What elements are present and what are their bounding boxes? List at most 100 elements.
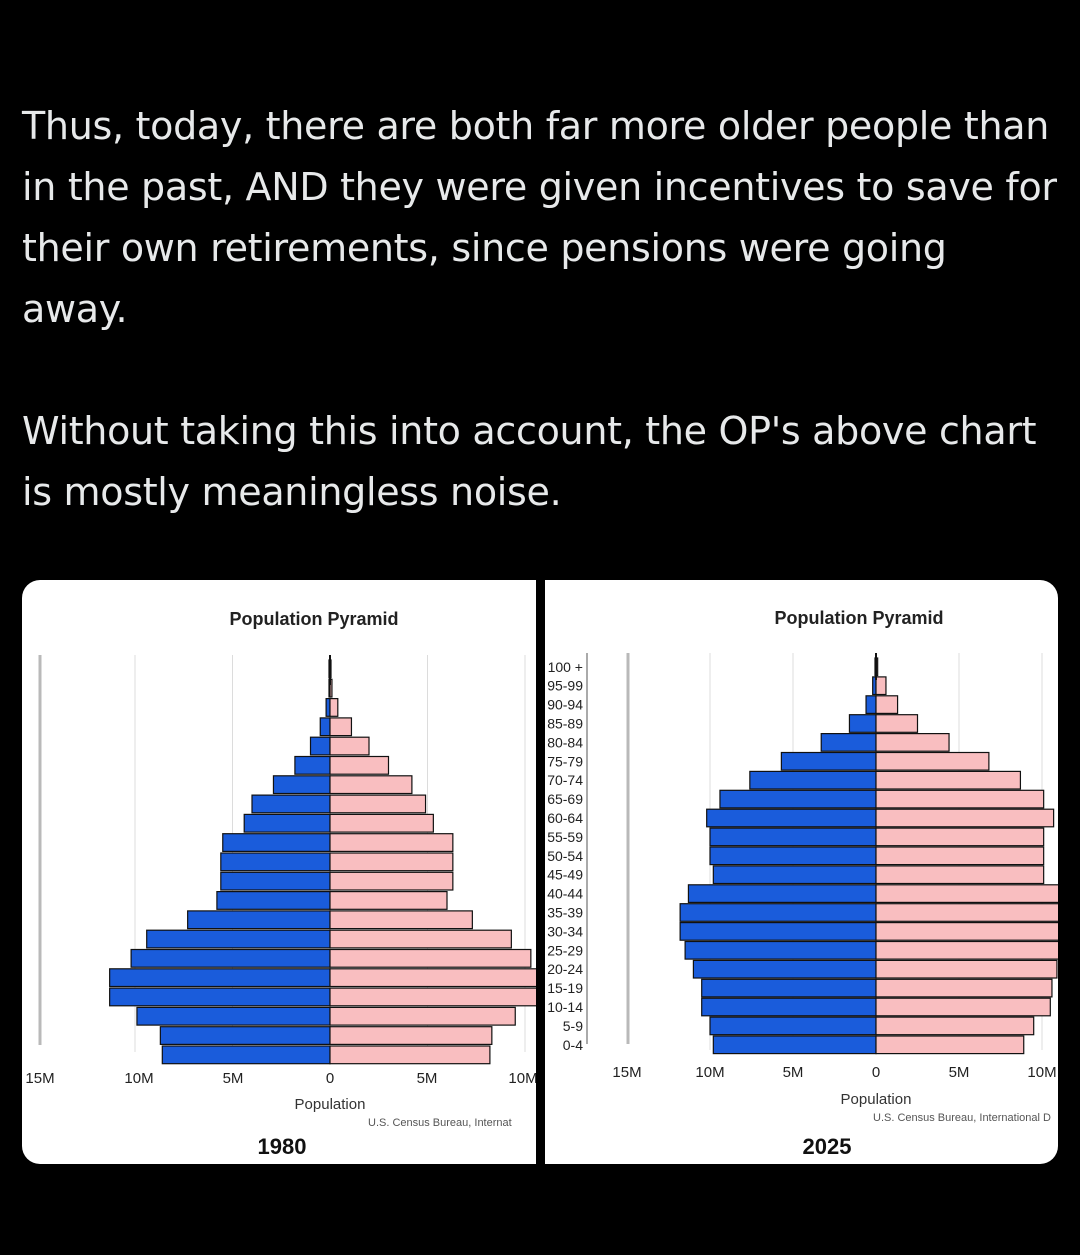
male-bar-35-39-2025 — [679, 903, 877, 922]
male-bar-55-59-1980 — [222, 833, 331, 852]
male-bar-5-9-2025 — [709, 1016, 877, 1036]
source-label: U.S. Census Bureau, International D — [873, 1112, 1051, 1124]
female-bar-15-19-2025 — [875, 978, 1053, 998]
x-axis-title: Population — [295, 1096, 366, 1113]
female-bar-90-94-1980 — [329, 697, 339, 717]
age-group-label: 25-29 — [547, 942, 583, 958]
female-bar-60-64-1980 — [329, 813, 434, 833]
x-tick-label: 10M — [1027, 1064, 1056, 1081]
post-paragraph-1: Thus, today, there are both far more old… — [22, 104, 1057, 331]
male-bar-40-44-1980 — [216, 891, 331, 910]
male-bar-5-9-1980 — [159, 1026, 331, 1046]
female-bar-30-34-2025 — [875, 922, 1058, 941]
male-bar-60-64-1980 — [243, 813, 331, 833]
female-bar-30-34-1980 — [329, 929, 512, 949]
female-bar-70-74-1980 — [329, 775, 413, 795]
male-bar-85-89-2025 — [848, 714, 877, 733]
x-tick-label: 10M — [695, 1064, 724, 1081]
female-bar-75-79-2025 — [875, 751, 990, 771]
age-group-label: 10-14 — [547, 999, 583, 1015]
female-bar-15-19-1980 — [329, 987, 536, 1007]
panel-divider — [536, 580, 545, 1164]
female-bar-70-74-2025 — [875, 770, 1022, 790]
x-tick-label: 10M — [508, 1070, 536, 1087]
age-group-label: 20-24 — [547, 961, 583, 977]
population-pyramid-1980-chart: Population Pyramid 15M 10M 5M 0 5M 10M Populati… — [25, 609, 536, 1159]
male-bar-0-4-1980 — [161, 1045, 331, 1065]
male-bar-35-39-1980 — [187, 910, 331, 930]
male-bar-30-34-2025 — [679, 922, 877, 941]
male-bar-30-34-1980 — [146, 929, 331, 949]
female-bar-60-64-2025 — [875, 808, 1055, 828]
male-bar-0-4-2025 — [712, 1035, 877, 1055]
x-tick-label: 5M — [417, 1070, 438, 1087]
age-group-label: 100 + — [548, 659, 583, 675]
chart-title-2025: Population Pyramid — [774, 608, 943, 628]
male-bar-25-29-2025 — [684, 940, 877, 960]
female-bar-95-99-2025 — [875, 676, 887, 696]
male-bar-60-64-2025 — [706, 808, 877, 828]
female-bar-20-24-2025 — [875, 959, 1058, 979]
female-bar-40-44-2025 — [875, 884, 1058, 903]
year-label-2025: 2025 — [803, 1134, 852, 1159]
female-bar-65-69-2025 — [875, 789, 1045, 809]
female-bar-20-24-1980 — [329, 968, 536, 988]
male-bar-55-59-2025 — [709, 827, 877, 847]
age-group-label: 35-39 — [547, 905, 583, 921]
chart-title-1980: Population Pyramid — [229, 609, 398, 629]
age-group-label: 90-94 — [547, 697, 583, 713]
age-group-label: 45-49 — [547, 867, 583, 883]
male-bar-65-69-2025 — [719, 789, 877, 809]
female-bar-85-89-2025 — [875, 714, 919, 733]
female-bar-65-69-1980 — [329, 794, 427, 814]
age-group-label: 85-89 — [547, 716, 583, 732]
female-bar-45-49-1980 — [329, 871, 454, 891]
female-bar-25-29-2025 — [875, 940, 1058, 960]
post-paragraph-2: Without taking this into account, the OP… — [22, 409, 1037, 514]
female-bar-10-14-2025 — [875, 997, 1051, 1017]
female-bar-55-59-2025 — [875, 827, 1045, 847]
x-tick-label: 10M — [124, 1070, 153, 1087]
female-bar-90-94-2025 — [875, 695, 899, 715]
age-group-label: 0-4 — [563, 1037, 583, 1053]
male-bar-75-79-2025 — [780, 751, 877, 771]
male-bar-20-24-1980 — [109, 968, 331, 988]
female-bar-85-89-1980 — [329, 717, 353, 737]
x-tick-label: 15M — [612, 1064, 641, 1081]
female-bar-80-84-1980 — [329, 736, 370, 756]
male-bar-70-74-2025 — [749, 770, 877, 790]
female-bar-5-9-2025 — [875, 1016, 1035, 1036]
age-group-label: 60-64 — [547, 810, 583, 826]
male-bar-50-54-1980 — [220, 852, 331, 872]
male-bar-85-89-1980 — [319, 717, 331, 737]
male-bar-70-74-1980 — [272, 775, 331, 795]
female-bar-0-4-2025 — [875, 1035, 1025, 1055]
female-bar-35-39-2025 — [875, 903, 1058, 922]
male-bar-10-14-2025 — [701, 997, 877, 1017]
pyramid-panel-2025: Population Pyramid 100 + 95-99 90-94 85-89 80… — [545, 580, 1058, 1164]
age-group-label: 15-19 — [547, 980, 583, 996]
age-group-label: 80-84 — [547, 734, 583, 750]
male-bar-50-54-2025 — [709, 846, 877, 866]
male-bar-75-79-1980 — [294, 755, 331, 775]
female-bar-35-39-1980 — [329, 910, 473, 930]
attached-image[interactable]: Population Pyramid 15M 10M 5M 0 5M 10M Populati… — [22, 580, 1058, 1164]
x-tick-label: 5M — [783, 1064, 804, 1081]
male-bar-80-84-2025 — [820, 733, 877, 752]
male-bar-20-24-2025 — [692, 959, 877, 979]
x-tick-label: 0 — [326, 1070, 334, 1087]
male-bar-25-29-1980 — [130, 948, 331, 968]
male-bar-45-49-1980 — [220, 871, 331, 891]
x-tick-label: 5M — [949, 1064, 970, 1081]
age-group-label: 75-79 — [547, 753, 583, 769]
age-group-label: 65-69 — [547, 791, 583, 807]
female-bar-45-49-2025 — [875, 865, 1045, 885]
female-bar-55-59-1980 — [329, 833, 454, 852]
x-axis-title: Population — [841, 1091, 912, 1108]
source-label: U.S. Census Bureau, Internat — [368, 1117, 512, 1129]
female-bar-75-79-1980 — [329, 755, 390, 775]
female-bar-10-14-1980 — [329, 1006, 516, 1026]
female-bar-25-29-1980 — [329, 948, 532, 968]
age-group-label: 40-44 — [547, 886, 583, 902]
age-group-label: 5-9 — [563, 1018, 583, 1034]
